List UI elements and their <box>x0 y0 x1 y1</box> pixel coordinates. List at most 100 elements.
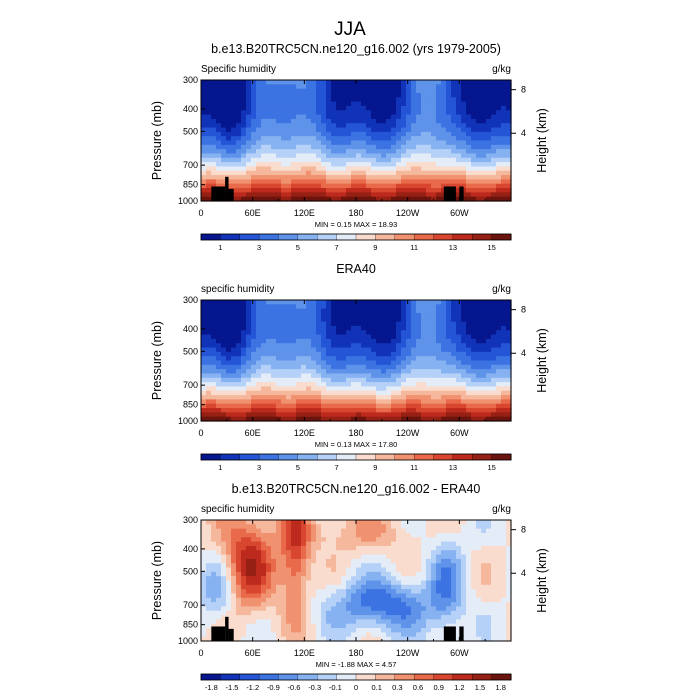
figure-title: JJA <box>334 19 366 40</box>
heatmap-cell <box>216 347 222 353</box>
heatmap-cell <box>431 408 437 413</box>
heatmap-cell <box>461 80 467 85</box>
heatmap-cell <box>306 101 312 107</box>
heatmap-cell <box>331 149 337 155</box>
heatmap-cell <box>491 88 497 94</box>
heatmap-cell <box>381 369 387 375</box>
heatmap-cell <box>291 153 297 159</box>
heatmap-cell <box>341 584 347 590</box>
heatmap-cell <box>441 403 447 409</box>
heatmap-cell <box>311 571 317 577</box>
heatmap-cell <box>496 334 502 340</box>
heatmap-cell <box>266 580 272 586</box>
heatmap-cell <box>386 312 392 318</box>
heatmap-cell <box>446 183 452 189</box>
heatmap-cell <box>376 373 382 379</box>
heatmap-cell <box>451 317 457 323</box>
heatmap-cell <box>436 127 442 133</box>
heatmap-cell <box>261 334 267 340</box>
heatmap-cell <box>226 364 232 370</box>
heatmap-cell <box>426 563 432 569</box>
heatmap-cell <box>411 114 417 120</box>
heatmap-cell <box>286 97 292 103</box>
heatmap-cell <box>326 567 332 573</box>
heatmap-cell <box>206 399 212 405</box>
heatmap-cell <box>436 80 442 85</box>
heatmap-cell <box>416 395 422 400</box>
heatmap-cell <box>316 123 322 129</box>
heatmap-cell <box>421 330 427 336</box>
heatmap-cell <box>486 395 492 400</box>
heatmap-cell <box>506 304 512 310</box>
heatmap-cell <box>246 563 252 569</box>
heatmap-cell <box>461 101 467 107</box>
heatmap-cell <box>416 136 422 142</box>
heatmap-cell <box>321 304 327 310</box>
y-tick-label: 300 <box>183 295 198 305</box>
heatmap-cell <box>301 118 307 124</box>
heatmap-cell <box>236 196 242 202</box>
heatmap-cell <box>201 114 207 120</box>
heatmap-cell <box>406 532 412 538</box>
heatmap-cell <box>256 330 262 336</box>
heatmap-cell <box>301 567 307 573</box>
heatmap-cell <box>261 114 267 120</box>
heatmap-cell <box>446 395 452 400</box>
heatmap-cell <box>221 558 227 564</box>
heatmap-cell <box>231 373 237 379</box>
heatmap-cell <box>271 520 277 525</box>
heatmap-cell <box>421 110 427 116</box>
heatmap-cell <box>286 347 292 353</box>
heatmap-cell <box>386 593 392 599</box>
heatmap-cell <box>341 558 347 564</box>
heatmap-cell <box>486 88 492 94</box>
heatmap-cell <box>321 118 327 124</box>
heatmap-cell <box>461 524 467 530</box>
heatmap-cell <box>451 325 457 331</box>
heatmap-cell <box>466 351 472 357</box>
heatmap-cell <box>206 545 212 551</box>
heatmap-cell <box>211 580 217 586</box>
heatmap-cell <box>501 105 507 111</box>
heatmap-cell <box>506 162 512 168</box>
heatmap-cell <box>436 545 442 551</box>
heatmap-cell <box>276 175 282 180</box>
heatmap-cell <box>416 364 422 370</box>
heatmap-cell <box>466 399 472 405</box>
heatmap-cell <box>296 170 302 176</box>
heatmap-cell <box>326 545 332 551</box>
x-tick-label: 60E <box>245 208 261 218</box>
heatmap-cell <box>446 351 452 357</box>
heatmap-cell <box>406 356 412 362</box>
heatmap-cell <box>461 408 467 413</box>
heatmap-cell <box>466 382 472 388</box>
heatmap-cell <box>421 364 427 370</box>
heatmap-cell <box>426 80 432 85</box>
heatmap-cell <box>336 377 342 383</box>
heatmap-cell <box>381 408 387 413</box>
heatmap-cell <box>486 153 492 159</box>
heatmap-cell <box>376 347 382 353</box>
heatmap-cell <box>276 403 282 409</box>
heatmap-cell <box>436 317 442 323</box>
heatmap-cell <box>241 153 247 159</box>
heatmap-cell <box>396 541 402 547</box>
heatmap-cell <box>381 541 387 547</box>
heatmap-cell <box>206 166 212 172</box>
heatmap-cell <box>506 606 512 612</box>
heatmap-cell <box>446 162 452 168</box>
heatmap-cell <box>306 175 312 180</box>
heatmap-cell <box>236 157 242 163</box>
heatmap-cell <box>226 312 232 318</box>
heatmap-cell <box>291 606 297 612</box>
heatmap-cell <box>386 170 392 176</box>
heatmap-cell <box>371 524 377 530</box>
heatmap-cell <box>216 175 222 180</box>
heatmap-cell <box>471 196 477 202</box>
heatmap-cell <box>506 541 512 547</box>
heatmap-cell <box>391 416 397 422</box>
heatmap-cell <box>481 153 487 159</box>
heatmap-cell <box>296 571 302 577</box>
heatmap-cell <box>371 330 377 336</box>
heatmap-cell <box>471 364 477 370</box>
